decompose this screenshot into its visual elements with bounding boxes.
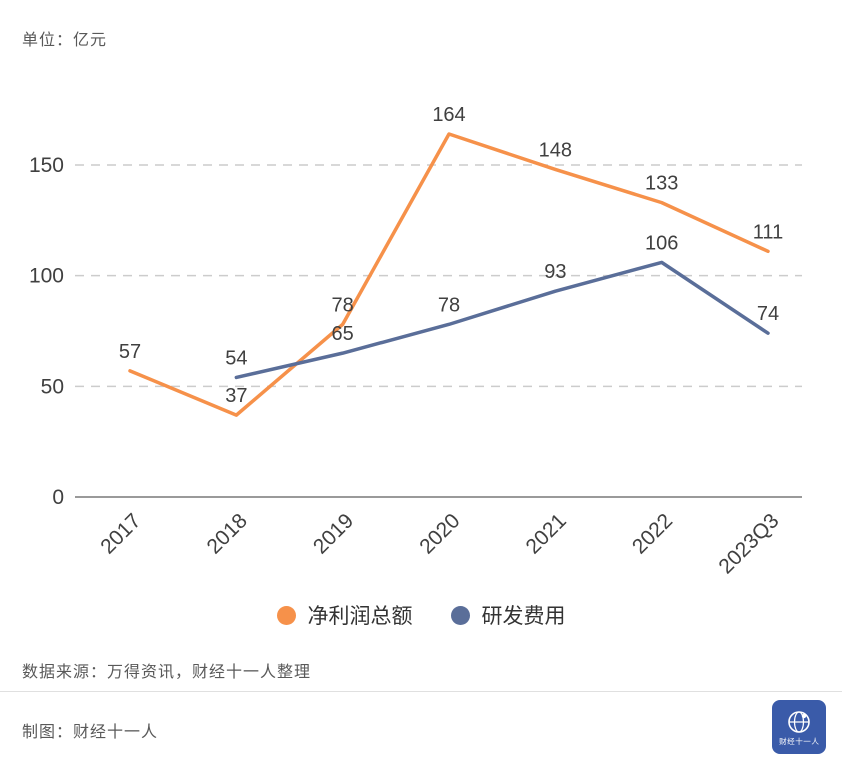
x-tick-2019: 2019 [309,509,358,558]
data-label-净利润总额-2021: 148 [539,139,572,161]
publisher-logo: 财经十一人 [772,700,826,754]
data-label-研发费用-2020: 78 [438,294,460,316]
data-label-净利润总额-2023Q3: 111 [753,221,783,243]
series-line-0 [128,132,770,417]
net-profit-legend-dot [276,605,296,625]
data-label-净利润总额-2020: 164 [432,104,465,126]
y-tick-50: 50 [41,375,64,398]
data-label-净利润总额-2019: 78 [332,294,354,316]
logo-text: 财经十一人 [778,737,820,746]
globe-icon [788,711,810,733]
legend: 净利润总额 研发费用 [0,600,842,630]
unit-label: 单位：亿元 [22,32,108,49]
y-tick-150: 150 [29,154,64,177]
data-label-研发费用-2018: 54 [225,347,247,369]
x-tick-2022: 2022 [628,509,677,558]
rd-expense-legend-label: 研发费用 [481,605,566,628]
legend-item-net-profit: 净利润总额 [276,600,413,630]
series-line-1 [234,260,770,380]
data-label-净利润总额-2017: 57 [119,341,141,363]
data-label-研发费用-2019: 65 [332,323,354,345]
x-tick-2023Q3: 2023Q3 [714,509,783,578]
x-tick-2018: 2018 [203,509,252,558]
x-tick-2021: 2021 [522,509,571,558]
data-label-研发费用-2023Q3: 74 [757,303,779,325]
data-label-研发费用-2021: 93 [544,261,566,283]
net-profit-legend-label: 净利润总额 [307,605,413,628]
x-tick-2017: 2017 [96,509,145,558]
data-label-净利润总额-2022: 133 [645,173,678,195]
rd-expense-legend-dot [450,605,470,625]
credit-text: 制图：财经十一人 [22,724,159,741]
legend-item-rd-expense: 研发费用 [450,600,566,630]
data-label-净利润总额-2018: 37 [225,385,247,407]
data-source-text: 数据来源：万得资讯，财经十一人整理 [22,664,312,681]
data-label-研发费用-2022: 106 [645,232,678,254]
divider-line [0,691,842,692]
x-tick-2020: 2020 [415,509,464,558]
y-tick-100: 100 [29,265,64,288]
line-chart: 0 50 100 150 2017 2018 2019 2020 2021 2022 2023Q3 5… [29,104,802,578]
y-tick-0: 0 [52,486,64,509]
